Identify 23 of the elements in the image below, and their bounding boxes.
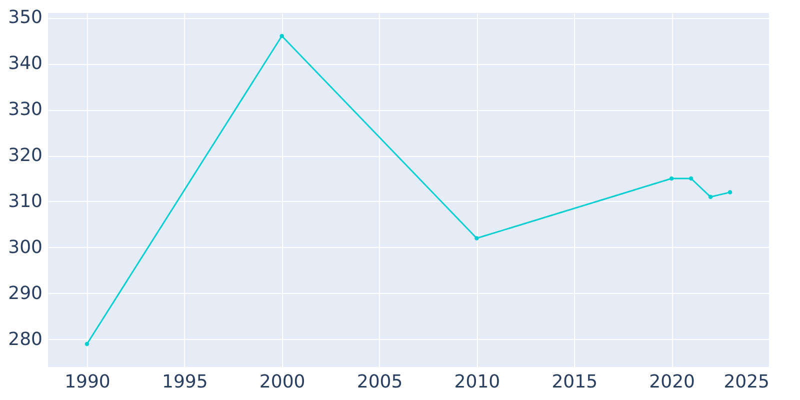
x-tick-label: 1990 bbox=[64, 372, 110, 392]
point bbox=[669, 176, 674, 181]
y-tick-label: 350 bbox=[8, 7, 42, 28]
y-tick-label: 310 bbox=[8, 190, 42, 212]
x-tick-label: 2020 bbox=[649, 372, 695, 392]
y-tick-label: 320 bbox=[8, 145, 42, 166]
x-tick-label: 2000 bbox=[259, 372, 306, 392]
y-tick-label: 280 bbox=[8, 328, 42, 350]
x-tick-label: 2010 bbox=[454, 372, 500, 392]
y-tick-label: 340 bbox=[8, 53, 42, 74]
x-tick-label: 2015 bbox=[552, 372, 598, 392]
x-tick-label: 2005 bbox=[356, 372, 403, 392]
y-tick-label: 290 bbox=[8, 282, 42, 304]
point bbox=[728, 190, 732, 194]
point bbox=[688, 176, 694, 181]
y-tick-label: 300 bbox=[8, 236, 42, 258]
point bbox=[708, 194, 713, 200]
point bbox=[84, 342, 90, 346]
y-tick-label: 330 bbox=[8, 99, 42, 120]
x-tick-label: 1995 bbox=[162, 372, 208, 392]
point bbox=[280, 34, 284, 38]
x-tick-label: 2025 bbox=[724, 372, 770, 392]
point bbox=[474, 236, 479, 240]
